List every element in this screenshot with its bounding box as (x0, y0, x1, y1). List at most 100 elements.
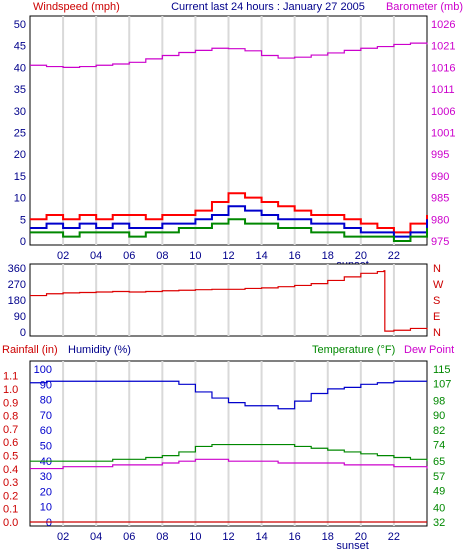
chart1-left-tick-label: 20 (14, 149, 26, 161)
chart3-x-tick-label: 16 (289, 531, 301, 543)
chart1-x-tick-label: 16 (289, 250, 301, 262)
chart1-series-line (30, 218, 428, 242)
chart3-rain-tick-label: 0.0 (3, 517, 18, 529)
chart3-x-tick-label: 22 (388, 531, 400, 543)
chart1-x-tick-label: 10 (189, 250, 201, 262)
chart3-x-tick-label: 04 (90, 531, 102, 543)
chart1-right-tick-label: 1001 (431, 128, 455, 140)
chart1-left-tick-label: 30 (14, 106, 26, 118)
chart1-right-tick-label: 1011 (431, 84, 455, 96)
chart1-right-tick-label: 995 (431, 149, 449, 161)
chart3-rain-tick-label: 0.2 (3, 490, 18, 502)
chart3-rainfall-label: Rainfall (in) (2, 344, 58, 356)
chart2-series-line (30, 270, 428, 332)
chart1-x-tick-label: 04 (90, 250, 102, 262)
chart3-humidity-tick-label: 40 (40, 456, 52, 468)
chart3-temp-tick-label: 115 (433, 364, 451, 376)
chart3-x-tick-label: 08 (156, 531, 168, 543)
chart3-humidity-tick-label: 20 (40, 486, 52, 498)
chart3-humidity-tick-label: 10 (40, 502, 52, 514)
chart2-left-tick-label: 0 (20, 327, 26, 339)
chart1-left-axis-label: Windspeed (mph) (33, 1, 120, 13)
chart1-right-axis-label: Barometer (mb) (386, 1, 463, 13)
chart1-left-tick-label: 40 (14, 62, 26, 74)
chart2-right-tick-label: W (433, 279, 444, 291)
chart1-x-tick-label: 12 (222, 250, 234, 262)
chart3-temp-tick-label: 49 (433, 486, 445, 498)
chart1-right-tick-label: 1026 (431, 19, 455, 31)
chart1-right-tick-label: 1006 (431, 106, 455, 118)
chart3-temp-tick-label: 107 (433, 379, 451, 391)
chart3-rain-tick-label: 0.9 (3, 397, 18, 409)
chart2-right-tick-label: S (433, 295, 440, 307)
chart2-right-tick-label: N (433, 263, 441, 275)
chart3-x-tick-label: 18 (322, 531, 334, 543)
chart3-temp-tick-label: 82 (433, 425, 445, 437)
chart3-rain-tick-label: 0.7 (3, 424, 18, 436)
chart3-x-note: sunset (336, 540, 368, 552)
chart1-right-tick-label: 985 (431, 193, 449, 205)
chart3-rain-tick-label: 0.1 (3, 504, 18, 516)
chart3-humidity-tick-label: 50 (40, 441, 52, 453)
chart3-rain-tick-label: 1.1 (3, 371, 18, 383)
chart3-temp-tick-label: 74 (433, 440, 445, 452)
chart1-series-line (30, 42, 428, 68)
chart1-right-tick-label: 1016 (431, 62, 455, 74)
chart3-x-tick-label: 10 (189, 531, 201, 543)
chart1-series-line (30, 205, 428, 238)
chart1-series-line (30, 192, 428, 234)
chart3-humidity-tick-label: 0 (46, 517, 52, 529)
chart3-humidity-tick-label: 30 (40, 471, 52, 483)
chart1-left-tick-label: 5 (20, 214, 26, 226)
chart1-left-tick-label: 45 (14, 41, 26, 53)
chart3-rain-tick-label: 0.4 (3, 464, 18, 476)
chart1-left-tick-label: 25 (14, 128, 26, 140)
chart3-x-tick-label: 20 (355, 531, 367, 543)
chart3-temp-tick-label: 57 (433, 471, 445, 483)
chart2-left-tick-label: 360 (8, 263, 26, 275)
chart1-right-tick-label: 980 (431, 214, 449, 226)
chart1-x-tick-label: 20 (355, 250, 367, 262)
chart3-humidity-tick-label: 80 (40, 395, 52, 407)
chart1-title: Current last 24 hours : January 27 2005 (171, 1, 365, 13)
chart1-x-tick-label: 06 (123, 250, 135, 262)
chart2-left-tick-label: 180 (8, 295, 26, 307)
chart1-right-tick-label: 990 (431, 171, 449, 183)
chart3-rain-tick-label: 0.5 (3, 450, 18, 462)
chart1-x-tick-label: 18 (322, 250, 334, 262)
chart1-x-tick-label: 08 (156, 250, 168, 262)
chart1-left-tick-label: 35 (14, 84, 26, 96)
chart1-x-tick-label: 22 (388, 250, 400, 262)
chart3-humidity-tick-label: 100 (34, 364, 52, 376)
chart2-right-tick-label: N (433, 327, 441, 339)
chart3-x-tick-label: 12 (222, 531, 234, 543)
chart1-right-tick-label: 975 (431, 236, 449, 248)
chart3-series-line (30, 458, 428, 470)
chart3-dewpoint-label: Dew Point (404, 344, 454, 356)
chart1-right-tick-label: 1021 (431, 41, 455, 53)
chart2-right-tick-label: E (433, 311, 440, 323)
chart3-humidity-tick-label: 60 (40, 425, 52, 437)
chart3-rain-tick-label: 0.6 (3, 437, 18, 449)
chart1-left-tick-label: 50 (14, 19, 26, 31)
chart2-left-tick-label: 270 (8, 279, 26, 291)
chart3-rain-tick-label: 0.3 (3, 477, 18, 489)
chart1-x-tick-label: 02 (57, 250, 69, 262)
chart3-temp-tick-label: 90 (433, 410, 445, 422)
chart3-temp-tick-label: 98 (433, 395, 445, 407)
chart3-temperature-label: Temperature (°F) (312, 344, 395, 356)
chart3-temp-tick-label: 32 (433, 517, 445, 529)
chart3-temp-tick-label: 65 (433, 456, 445, 468)
chart3-rain-tick-label: 1.0 (3, 384, 18, 396)
chart3-series-line (30, 380, 427, 410)
chart1-x-tick-label: 14 (255, 250, 267, 262)
chart3-series-line (30, 443, 428, 462)
chart3-temp-tick-label: 40 (433, 502, 445, 514)
chart3-humidity-tick-label: 70 (40, 410, 52, 422)
chart1-left-tick-label: 15 (14, 171, 26, 183)
chart1-left-tick-label: 10 (14, 193, 26, 205)
chart3-x-tick-label: 02 (57, 531, 69, 543)
chart3-rain-tick-label: 0.8 (3, 411, 18, 423)
